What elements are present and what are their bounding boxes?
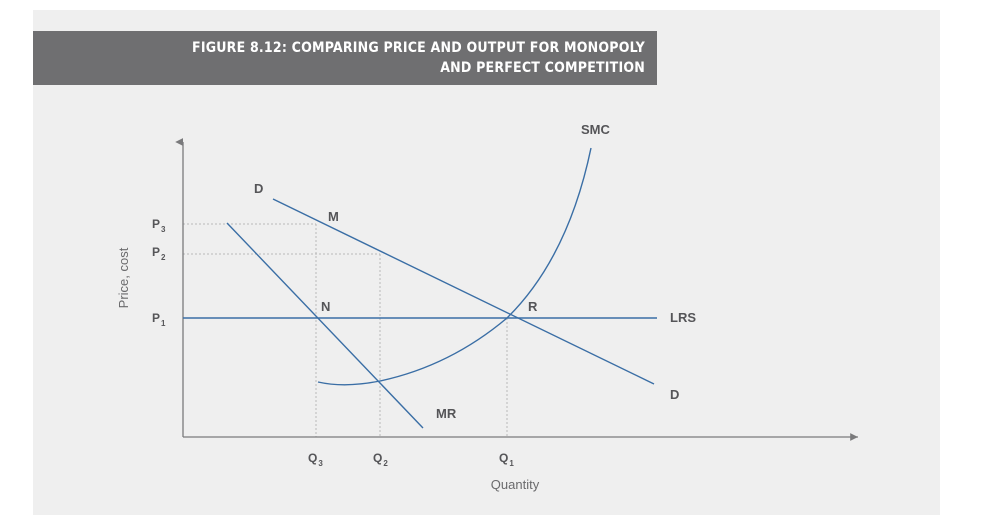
mr-curve [226, 222, 424, 429]
demand-label-top: D [254, 181, 263, 196]
figure-title-line-1: FIGURE 8.12: COMPARING PRICE AND OUTPUT … [192, 40, 645, 56]
point-m-label: M [328, 209, 339, 224]
q2-label: Q2 [373, 451, 388, 468]
lrs-label: LRS [670, 310, 696, 325]
figure-title-line-2: AND PERFECT COMPETITION [440, 60, 645, 76]
q3-label: Q3 [308, 451, 323, 468]
figure-panel [33, 10, 940, 515]
smc-label: SMC [581, 122, 611, 137]
p2-label: P2 [152, 245, 166, 262]
q1-label: Q1 [499, 451, 514, 468]
smc-curve [317, 147, 592, 386]
point-n-label: N [321, 299, 330, 314]
guide-lines [183, 223, 508, 437]
demand-label-bottom: D [670, 387, 679, 402]
figure-title-banner: FIGURE 8.12: COMPARING PRICE AND OUTPUT … [33, 31, 657, 85]
y-axis-title: Price, cost [116, 247, 131, 308]
p1-label: P1 [152, 311, 166, 328]
p3-label: P3 [152, 217, 166, 234]
x-axis-title: Quantity [491, 477, 540, 492]
demand-curve [272, 198, 655, 385]
mr-label: MR [436, 406, 457, 421]
point-r-label: R [528, 299, 538, 314]
